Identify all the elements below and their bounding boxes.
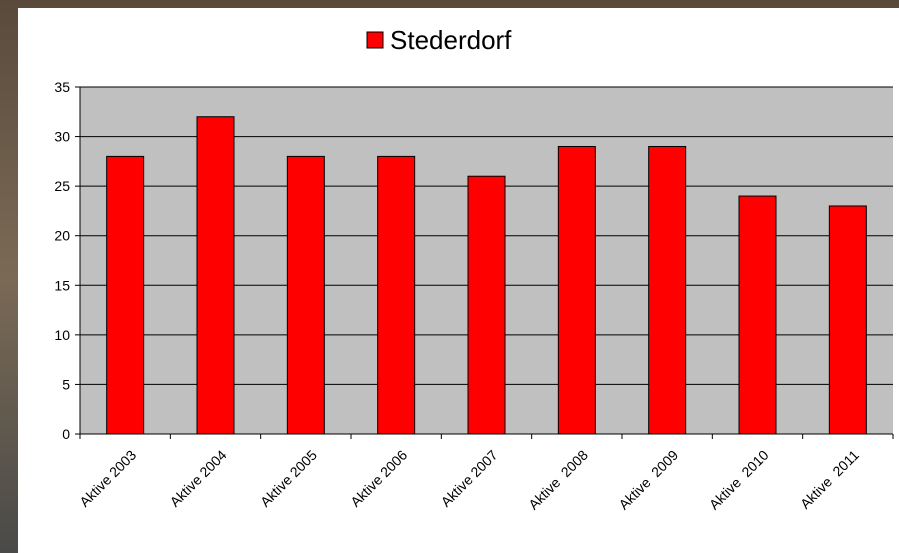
y-tick-label: 0 [62, 426, 70, 442]
bar [377, 155, 416, 435]
y-tick-label: 5 [62, 376, 70, 392]
bar [738, 195, 777, 435]
bar [467, 175, 506, 435]
y-tick-label: 25 [54, 178, 70, 194]
legend-label: Stederdorf [390, 25, 512, 55]
y-tick-label: 10 [54, 327, 70, 343]
legend-swatch [366, 31, 384, 49]
y-tick-label: 35 [54, 79, 70, 95]
y-tick-label: 30 [54, 129, 70, 145]
bar [648, 145, 687, 435]
bar [557, 145, 596, 435]
y-tick-label: 15 [54, 277, 70, 293]
bar [106, 155, 145, 435]
bar [196, 116, 235, 435]
bar [286, 155, 325, 435]
bar [828, 205, 867, 435]
y-tick-label: 20 [54, 228, 70, 244]
